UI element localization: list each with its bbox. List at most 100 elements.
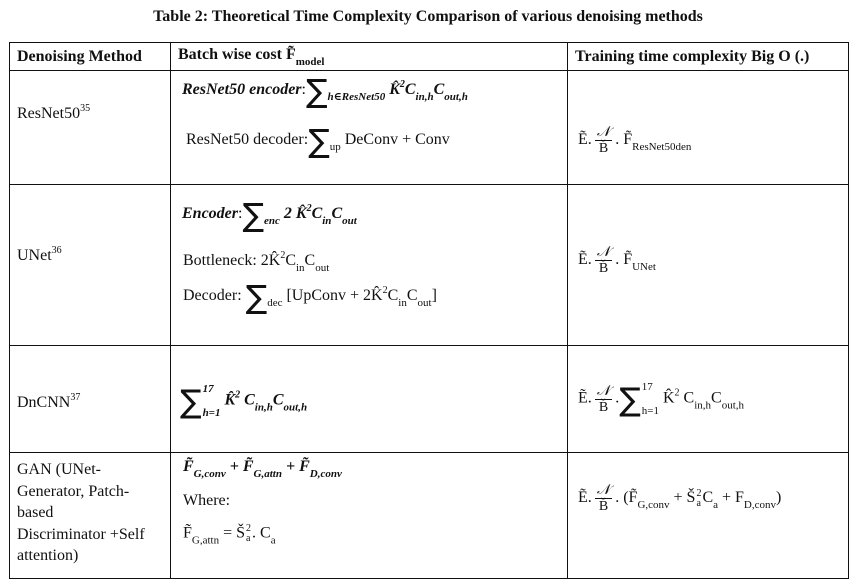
sup: 2 <box>235 389 241 401</box>
sub: ResNet50den <box>632 141 692 154</box>
denominator: B̆ <box>598 499 609 514</box>
term: DeConv + Conv <box>344 131 450 148</box>
complexity-dncnn: Ẽ. 𝒩 B̆ .∑ 17 h=1 K̂2 Cin,hCout,h <box>578 381 744 417</box>
sub: out,h <box>444 91 468 103</box>
term: C <box>679 389 695 407</box>
term: C <box>702 489 714 507</box>
term: 2 K̂ <box>283 205 307 222</box>
sub: G,attn <box>253 468 282 480</box>
sum-sub: h=1 <box>641 405 659 417</box>
term: ] <box>431 287 437 304</box>
colon: : <box>238 205 243 222</box>
sub: a <box>696 497 701 509</box>
denominator: B̆ <box>598 261 609 276</box>
cost-gan-where: Where: <box>183 492 231 509</box>
method-line: Generator, Patch- <box>17 482 130 500</box>
reference: 35 <box>80 103 91 114</box>
sub: G,conv <box>637 499 670 512</box>
term: K̂ <box>224 391 236 409</box>
term: F̃ <box>183 524 192 542</box>
sum-symbol: ∑ <box>180 382 202 421</box>
row-divider <box>9 345 849 346</box>
complexity-unet: Ẽ. 𝒩 B̆. F̃UNet <box>578 245 656 276</box>
term: = Š <box>219 524 246 542</box>
row-divider <box>9 184 849 185</box>
header-cost-label: Batch wise cost F̃ <box>178 46 296 63</box>
term: + F <box>718 489 744 507</box>
fraction: 𝒩 B̆ <box>594 384 613 415</box>
term: . F̃ <box>615 131 633 149</box>
sub: out,h <box>283 401 308 414</box>
sub: UNet <box>632 261 656 274</box>
row-divider <box>9 452 849 453</box>
sub: in <box>322 215 332 227</box>
method-line: based <box>17 504 54 521</box>
sub: a <box>713 499 718 512</box>
cost-encoder-line: Encoder:∑enc 2 K̂2CinCout <box>182 199 357 231</box>
table-border <box>9 42 849 579</box>
term: Ẽ. <box>578 489 592 507</box>
column-divider <box>170 42 171 578</box>
reference: 37 <box>70 392 81 403</box>
sup: 2 <box>382 285 388 296</box>
term: + F̃ <box>281 458 310 475</box>
term: C <box>272 391 284 409</box>
sub: D,conv <box>309 468 342 480</box>
sum-symbol: ∑ <box>619 380 641 419</box>
label: Bottleneck: 2K̂ <box>183 252 281 269</box>
fraction: 𝒩 B̆ <box>594 125 613 156</box>
denominator: B̆ <box>598 141 609 156</box>
term: C <box>433 81 445 98</box>
term: C <box>244 391 255 409</box>
cost-bottleneck-line: Bottleneck: 2K̂2CinCout <box>183 250 329 274</box>
term: . (F̃ <box>615 489 638 507</box>
header-complexity: Training time complexity Big O (.) <box>575 48 810 65</box>
sum-limits: 17 h=1 <box>642 381 659 417</box>
method-resnet50: ResNet5035 <box>17 103 90 123</box>
term: ) <box>776 489 782 507</box>
method-name: ResNet50 <box>17 105 81 122</box>
cost-encoder-line: ResNet50 encoder:∑h∈ResNet50 K̂2Cin,hCou… <box>182 75 468 107</box>
sup: 2 <box>674 387 680 399</box>
term: C <box>404 81 416 98</box>
cost-gan-sum-line: F̃G,conv + F̃G,attn + F̃D,conv <box>183 458 342 480</box>
sum-sub: up <box>329 141 341 153</box>
sum-sub: dec <box>267 297 283 309</box>
label: Decoder: <box>183 287 242 304</box>
term: C <box>711 389 722 407</box>
term: . <box>615 389 620 407</box>
term: + F̃ <box>225 458 254 475</box>
term: . C <box>252 524 271 542</box>
term: + Š <box>669 489 696 507</box>
method-name: DnCNN <box>17 394 71 411</box>
sup: 2 <box>399 79 405 90</box>
method-dncnn: DnCNN37 <box>17 392 80 412</box>
sub: D,conv <box>743 499 776 512</box>
sub: a <box>270 534 276 547</box>
sum-sub: h=1 <box>202 407 221 419</box>
sum-symbol: ∑ <box>308 122 330 160</box>
sub: in <box>295 262 305 274</box>
sub: out <box>342 215 357 227</box>
sum-sub: h∈ResNet50 <box>327 91 386 103</box>
complexity-resnet50: Ẽ. 𝒩 B̆. F̃ResNet50den <box>578 125 691 156</box>
sub: G,attn <box>191 534 220 547</box>
term: . F̃ <box>615 251 633 269</box>
method-line: GAN (UNet- <box>17 461 101 478</box>
sum-symbol: ∑ <box>242 196 265 234</box>
label: Encoder <box>182 205 238 222</box>
sum-symbol: ∑ <box>305 72 328 110</box>
term: Ẽ. <box>578 251 592 269</box>
term: C <box>387 287 399 304</box>
term: C <box>331 205 343 222</box>
cost-dncnn: ∑ 17 h=1 K̂2 Cin,hCout,h <box>180 383 307 419</box>
sub: in <box>398 297 407 309</box>
term: Ẽ. <box>578 389 592 407</box>
sub: in,h <box>694 399 712 412</box>
method-unet: UNet36 <box>17 245 62 265</box>
header-cost-sub: model <box>295 56 325 68</box>
cost-decoder-line: Decoder: ∑dec [UpConv + 2K̂2CinCout] <box>183 281 437 313</box>
sum-symbol: ∑ <box>245 278 268 316</box>
